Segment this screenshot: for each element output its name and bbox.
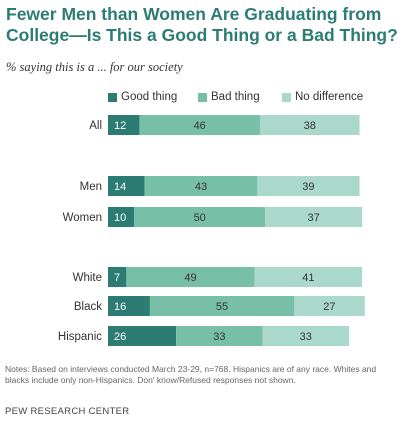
category-label-black: Black: [74, 301, 102, 313]
bar-segment-hispanic-no-difference: [262, 326, 350, 346]
legend-label-bad-thing: Bad thing: [211, 91, 260, 103]
data-label-white-good-thing: 7: [114, 272, 120, 284]
category-label-hispanic: Hispanic: [58, 331, 102, 343]
bar-segment-white-no-difference: [254, 267, 363, 287]
data-label-black-good-thing: 16: [114, 301, 126, 313]
data-label-men-good-thing: 14: [114, 181, 126, 193]
bar-segment-black-no-difference: [294, 296, 365, 316]
legend: Good thing Bad thing No difference: [108, 91, 378, 107]
data-label-hispanic-no-difference: 33: [300, 331, 312, 343]
data-label-white-bad-thing: 49: [184, 272, 196, 284]
legend-item-no-difference: No difference: [282, 91, 363, 103]
bar-segment-white-bad-thing: [126, 267, 255, 287]
legend-label-no-difference: No difference: [295, 91, 364, 103]
chart-notes: Notes: Based on interviews conducted Mar…: [5, 364, 377, 385]
bar-segment-all-no-difference: [259, 115, 360, 135]
bar-segment-white-good-thing: [108, 267, 127, 287]
bar-segment-women-bad-thing: [134, 207, 266, 227]
stacked-bar-chart: All 12 46 38 Men 14 43 39 Women 10 50 37 White 7 49 41 B…: [58, 115, 365, 346]
bar-segment-hispanic-good-thing: [108, 326, 177, 346]
bar-segment-black-bad-thing: [149, 296, 295, 316]
legend-swatch-no-difference: [282, 92, 291, 102]
bar-segment-all-good-thing: [108, 115, 140, 135]
bar-segment-women-no-difference: [265, 207, 363, 227]
data-label-all-good-thing: 12: [114, 120, 126, 132]
chart-subtitle: % saying this is a ... for our society: [6, 60, 183, 74]
data-label-black-no-difference: 27: [323, 301, 335, 313]
bar-segment-women-good-thing: [108, 207, 135, 227]
bar-segment-men-bad-thing: [144, 176, 258, 196]
data-label-hispanic-good-thing: 26: [114, 331, 126, 343]
source-credit: PEW RESEARCH CENTER: [5, 406, 130, 417]
bar-segment-men-no-difference: [257, 176, 360, 196]
data-label-men-no-difference: 39: [302, 181, 314, 193]
category-label-white: White: [73, 272, 102, 284]
data-label-black-bad-thing: 55: [216, 301, 228, 313]
legend-label-good-thing: Good thing: [121, 91, 178, 103]
category-label-all: All: [89, 120, 102, 132]
data-label-hispanic-bad-thing: 33: [213, 331, 225, 343]
chart-title: Fewer Men than Women Are Graduating from…: [6, 4, 398, 45]
category-label-men: Men: [80, 181, 102, 193]
bar-segment-black-good-thing: [108, 296, 150, 316]
legend-swatch-good-thing: [108, 92, 117, 102]
data-label-women-no-difference: 37: [308, 212, 320, 224]
data-label-women-good-thing: 10: [114, 212, 126, 224]
data-label-all-bad-thing: 46: [194, 120, 206, 132]
legend-item-bad-thing: Bad thing: [198, 91, 260, 103]
bar-segment-all-bad-thing: [139, 115, 260, 135]
data-label-white-no-difference: 41: [302, 272, 314, 284]
bar-segment-hispanic-bad-thing: [176, 326, 263, 346]
data-label-all-no-difference: 38: [304, 120, 316, 132]
category-label-women: Women: [63, 212, 102, 224]
bar-segment-men-good-thing: [108, 176, 145, 196]
legend-item-good-thing: Good thing: [108, 91, 177, 103]
data-label-men-bad-thing: 43: [195, 181, 207, 193]
data-label-women-bad-thing: 50: [194, 212, 206, 224]
legend-swatch-bad-thing: [198, 92, 207, 102]
